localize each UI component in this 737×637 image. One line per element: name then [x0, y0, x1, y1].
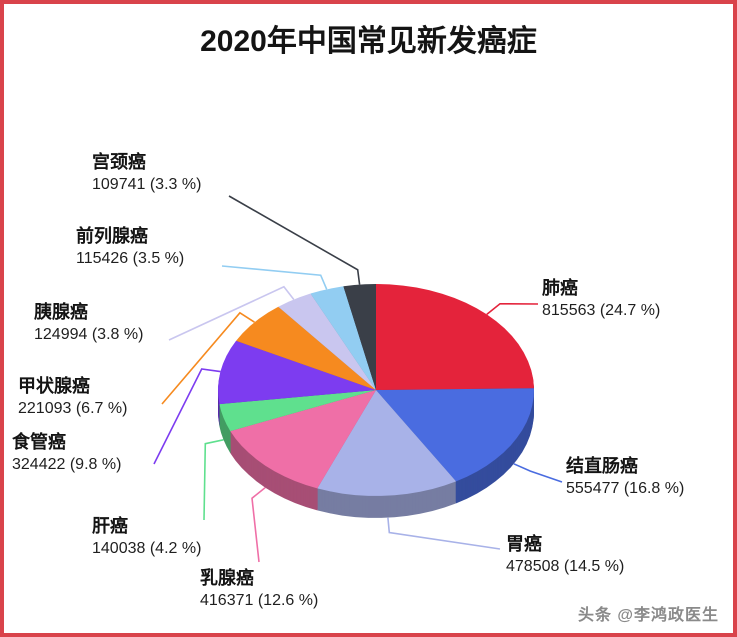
slice-value: 555477 (16.8 %)	[566, 480, 685, 498]
pie-label-breast-cancer: 乳腺癌 416371 (12.6 %)	[200, 566, 318, 612]
slice-value: 478508 (14.5 %)	[506, 558, 625, 576]
slice-name: 宫颈癌	[92, 152, 146, 172]
slice-name: 结直肠癌	[566, 456, 638, 476]
slice-value: 124994 (3.8 %)	[34, 326, 144, 344]
slice-name: 肺癌	[542, 278, 578, 298]
pie-label-stomach-cancer: 胃癌 478508 (14.5 %)	[506, 532, 624, 578]
slice-name: 食管癌	[12, 432, 66, 452]
slice-name: 甲状腺癌	[18, 376, 90, 396]
watermark: 头条 @李鸿政医生	[577, 607, 719, 624]
slice-value: 115426 (3.5 %)	[76, 250, 185, 268]
slice-value: 109741 (3.3 %)	[92, 176, 202, 194]
pie-label-pancreatic-cancer: 胰腺癌 124994 (3.8 %)	[34, 300, 143, 346]
pie-label-colorectal-cancer: 结直肠癌 555477 (16.8 %)	[566, 454, 684, 500]
pie-label-esophageal-cancer: 食管癌 324422 (9.8 %)	[12, 430, 121, 476]
slice-name: 胃癌	[506, 534, 542, 554]
slice-value: 815563 (24.7 %)	[542, 302, 661, 320]
pie-label-prostate-cancer: 前列腺癌 115426 (3.5 %)	[76, 224, 184, 270]
slice-value: 140038 (4.2 %)	[92, 540, 202, 558]
pie-label-lung-cancer: 肺癌 815563 (24.7 %)	[542, 276, 660, 322]
slice-name: 胰腺癌	[34, 302, 88, 322]
slice-value: 324422 (9.8 %)	[12, 456, 122, 474]
slice-name: 前列腺癌	[76, 226, 148, 246]
chart-title: 2020年中国常见新发癌症	[200, 25, 537, 58]
pie-label-cervical-cancer: 宫颈癌 109741 (3.3 %)	[92, 150, 201, 196]
slice-name: 肝癌	[92, 516, 128, 536]
pie-chart	[153, 195, 563, 563]
slice-value: 416371 (12.6 %)	[200, 592, 319, 610]
slice-name: 乳腺癌	[200, 568, 254, 588]
pie-label-thyroid-cancer: 甲状腺癌 221093 (6.7 %)	[18, 374, 127, 420]
pie-label-liver-cancer: 肝癌 140038 (4.2 %)	[92, 514, 201, 560]
slice-value: 221093 (6.7 %)	[18, 400, 128, 418]
